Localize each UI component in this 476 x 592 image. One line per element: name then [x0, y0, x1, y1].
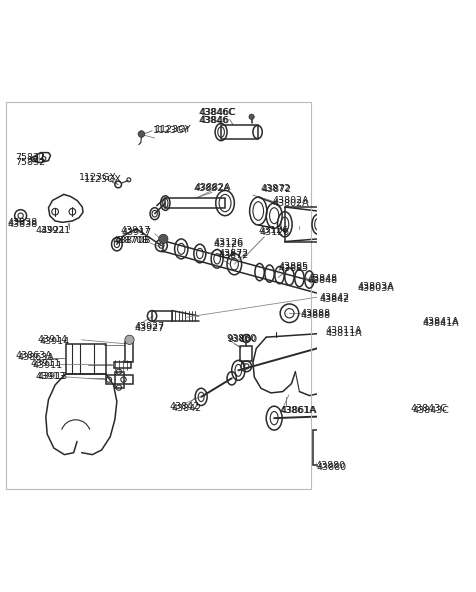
Bar	[221, 125, 258, 139]
Text: 43843C: 43843C	[412, 406, 449, 414]
Bar	[285, 207, 318, 242]
Text: 43842: 43842	[319, 295, 349, 304]
Text: 43872: 43872	[218, 249, 248, 258]
Text: 43863A: 43863A	[18, 353, 55, 362]
Circle shape	[249, 114, 254, 120]
Text: 43885: 43885	[278, 262, 308, 271]
Text: 43914: 43914	[37, 335, 67, 345]
Text: 43811A: 43811A	[326, 326, 363, 335]
Text: 43846: 43846	[200, 116, 230, 126]
Text: 1123GX: 1123GX	[84, 175, 121, 184]
Bar	[152, 311, 172, 321]
Circle shape	[159, 234, 168, 243]
Text: 43848: 43848	[307, 275, 337, 285]
Bar	[115, 372, 124, 388]
Bar	[114, 362, 131, 368]
Circle shape	[125, 335, 134, 345]
Text: 43842: 43842	[172, 404, 202, 413]
Text: 43848: 43848	[307, 274, 337, 283]
Text: 43917: 43917	[121, 228, 152, 237]
Bar	[66, 344, 106, 374]
Text: 43126: 43126	[213, 238, 243, 247]
Text: 93860: 93860	[227, 334, 257, 343]
Text: 43870B: 43870B	[115, 236, 151, 244]
Text: 43841A: 43841A	[423, 317, 459, 326]
Circle shape	[138, 131, 145, 137]
Text: 43888: 43888	[301, 311, 331, 320]
Text: 43126: 43126	[259, 228, 290, 237]
Text: 93860: 93860	[228, 335, 258, 345]
Text: 43882A: 43882A	[193, 184, 230, 193]
Text: 75832: 75832	[15, 153, 45, 162]
Text: 43870B: 43870B	[112, 236, 149, 244]
Text: 43126: 43126	[258, 227, 288, 236]
Text: 43927: 43927	[135, 324, 165, 333]
Text: 43841A: 43841A	[423, 319, 459, 329]
Text: 43872: 43872	[218, 251, 248, 260]
Text: 43846C: 43846C	[198, 108, 235, 117]
Text: 43927: 43927	[135, 322, 165, 331]
Text: 43914: 43914	[39, 337, 69, 346]
Text: 1123GY: 1123GY	[155, 125, 191, 134]
Text: 43861A: 43861A	[281, 406, 317, 414]
Text: 43921: 43921	[35, 227, 65, 236]
Text: 43842: 43842	[170, 402, 200, 411]
Text: 43880: 43880	[315, 461, 346, 471]
Text: 43838: 43838	[7, 218, 38, 227]
Text: 75832: 75832	[15, 158, 45, 167]
Bar	[165, 198, 225, 208]
Text: 43888: 43888	[301, 309, 331, 318]
Bar	[333, 280, 359, 304]
Text: 43843C: 43843C	[411, 404, 448, 413]
Text: 43911: 43911	[30, 359, 61, 368]
Text: 43921: 43921	[40, 227, 70, 236]
Text: 1123GY: 1123GY	[153, 126, 190, 135]
Text: 43911: 43911	[32, 361, 63, 369]
Text: 43872: 43872	[262, 185, 292, 194]
Text: 43802A: 43802A	[273, 198, 309, 208]
Text: 1123GX: 1123GX	[79, 173, 117, 182]
Text: 43882A: 43882A	[195, 183, 231, 192]
Text: 43803A: 43803A	[358, 282, 395, 291]
Bar	[339, 405, 354, 432]
Text: 43917: 43917	[120, 227, 150, 236]
Text: 43811A: 43811A	[326, 329, 363, 337]
Text: 43861A: 43861A	[279, 406, 316, 414]
Text: 43885: 43885	[278, 264, 308, 274]
Text: 43842: 43842	[319, 293, 349, 302]
Bar	[106, 375, 133, 384]
Text: 43846: 43846	[198, 116, 228, 126]
Bar	[126, 342, 133, 362]
Bar	[240, 346, 252, 361]
Bar	[313, 430, 429, 465]
Text: 43880: 43880	[317, 464, 347, 472]
Text: 43803A: 43803A	[358, 284, 395, 293]
Text: 43913: 43913	[37, 372, 68, 381]
Text: 43846C: 43846C	[200, 108, 237, 117]
Text: 43838: 43838	[7, 220, 38, 229]
Text: 43872: 43872	[261, 184, 291, 193]
Text: 43863A: 43863A	[15, 350, 52, 359]
Bar	[392, 404, 407, 430]
Text: 43802A: 43802A	[273, 196, 309, 205]
Text: 43913: 43913	[35, 372, 66, 381]
Text: 43126: 43126	[213, 240, 243, 249]
